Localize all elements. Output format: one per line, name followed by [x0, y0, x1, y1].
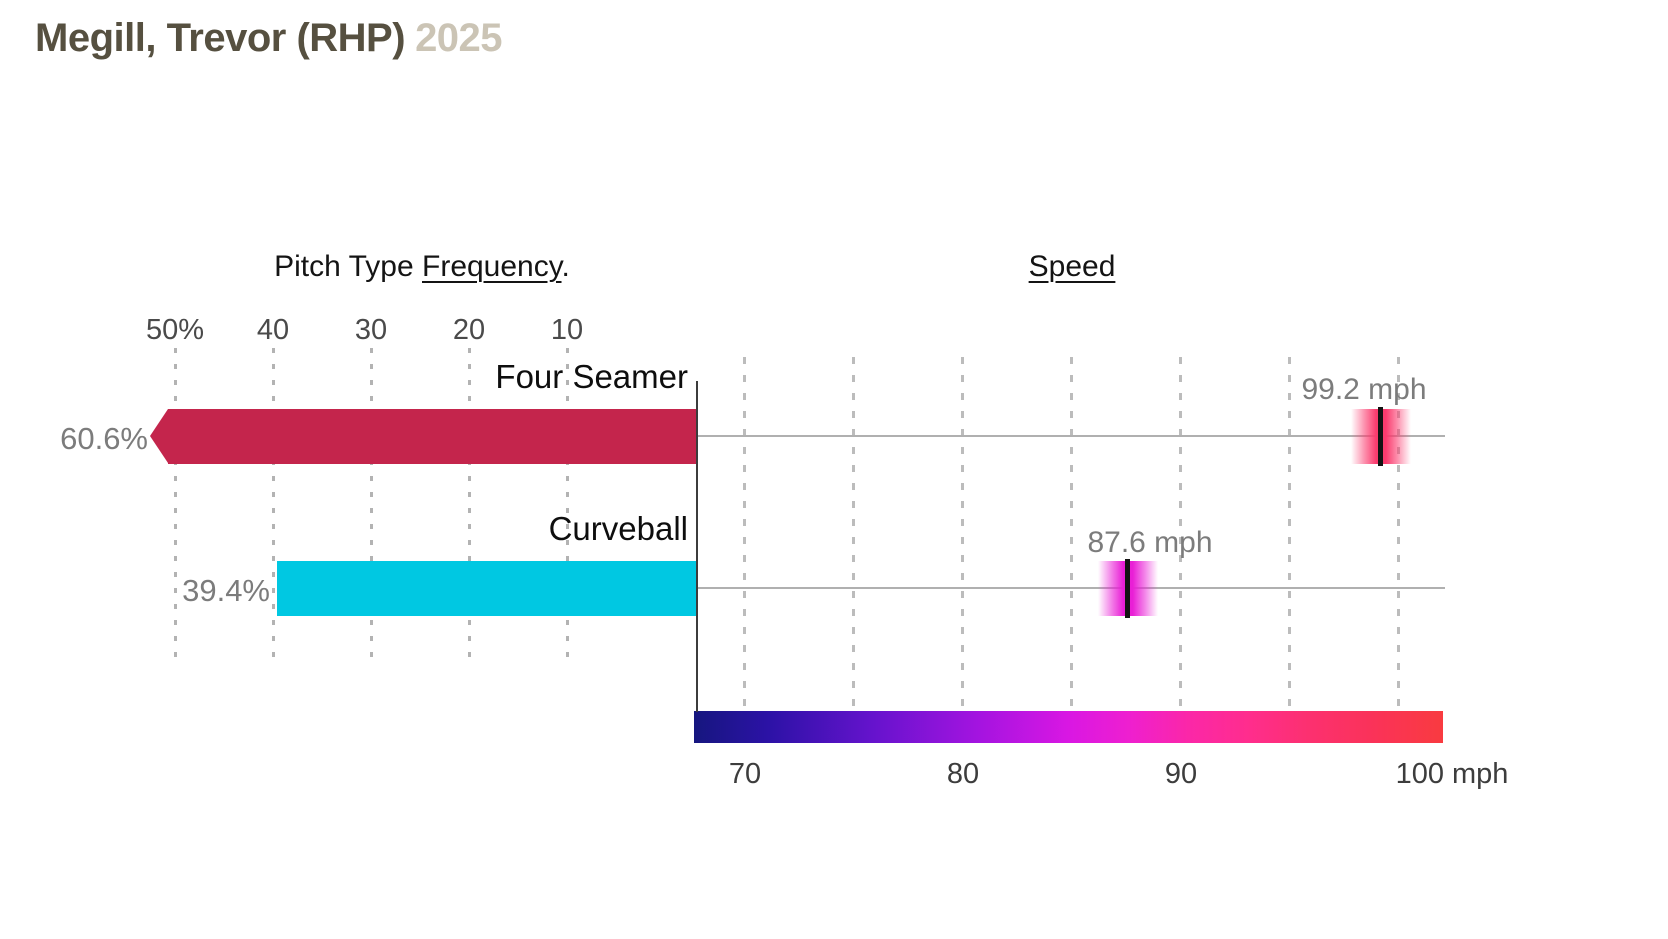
- speed-gridline: [961, 357, 964, 710]
- speed-marker-tick-four-seamer: [1378, 407, 1383, 466]
- pitch-label-curveball: Curveball: [548, 510, 688, 547]
- frequency-gridline: [174, 348, 177, 668]
- frequency-tick-40: 40: [256, 314, 290, 346]
- frequency-gridline: [272, 348, 275, 668]
- frequency-title-suffix: .: [561, 250, 570, 283]
- speed-gridline: [1397, 357, 1400, 710]
- speed-colorbar: [694, 711, 1443, 743]
- frequency-title-underlined: Frequency: [422, 250, 562, 283]
- speed-axis-line: [696, 381, 698, 712]
- speed-gridline: [852, 357, 855, 710]
- speed-gridline: [1179, 357, 1182, 710]
- speed-tick-100: 100 mph: [1395, 758, 1509, 790]
- frequency-tick-10: 10: [550, 314, 584, 346]
- speed-tick-90: 90: [1164, 758, 1198, 790]
- speed-gridline: [1070, 357, 1073, 710]
- frequency-title-prefix: Pitch Type: [274, 250, 422, 283]
- speed-gridline: [743, 357, 746, 710]
- speed-row-line-four-seamer: [698, 435, 1445, 437]
- speed-chart-title: Speed: [972, 250, 1172, 284]
- frequency-gridline: [370, 348, 373, 668]
- speed-value-curveball: 87.6 mph: [1087, 526, 1213, 559]
- frequency-tick-20: 20: [452, 314, 486, 346]
- frequency-bar-curveball: [277, 561, 697, 616]
- frequency-bar-four-seamer: [150, 409, 697, 464]
- page-title: Megill, Trevor (RHP) 2025: [35, 16, 503, 61]
- frequency-gridline: [566, 348, 569, 668]
- speed-gridline: [1288, 357, 1291, 710]
- frequency-gridline: [468, 348, 471, 668]
- speed-marker-tick-curveball: [1125, 559, 1130, 618]
- speed-title-underlined: Speed: [1028, 250, 1116, 283]
- season-label: 2025: [415, 16, 503, 60]
- player-name: Megill, Trevor (RHP): [35, 16, 406, 60]
- speed-tick-70: 70: [728, 758, 762, 790]
- speed-row-line-curveball: [698, 587, 1445, 589]
- frequency-value-curveball: 39.4%: [182, 573, 270, 608]
- frequency-tick-50: 50%: [145, 314, 205, 346]
- frequency-chart-title: Pitch Type Frequency.: [252, 250, 592, 284]
- frequency-tick-30: 30: [354, 314, 388, 346]
- speed-value-four-seamer: 99.2 mph: [1301, 373, 1427, 406]
- speed-tick-80: 80: [946, 758, 980, 790]
- pitch-label-four-seamer: Four Seamer: [495, 358, 688, 395]
- frequency-value-four-seamer: 60.6%: [60, 421, 148, 456]
